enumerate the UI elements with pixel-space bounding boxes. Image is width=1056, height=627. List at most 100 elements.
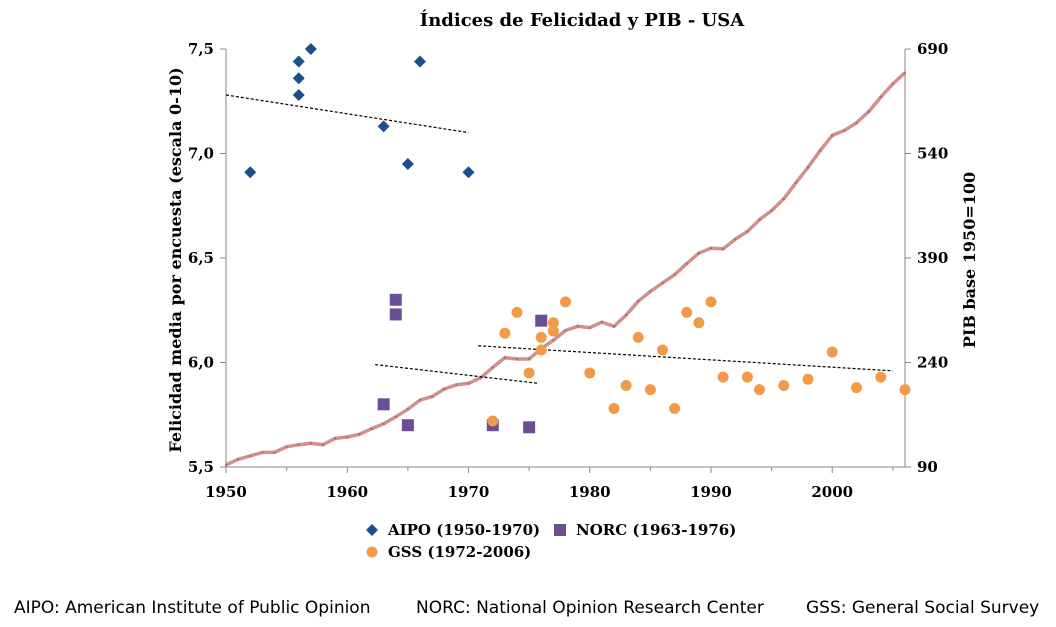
aipo-point bbox=[292, 55, 305, 68]
y2-axis-label: PIB base 1950=100 bbox=[960, 172, 979, 348]
axes: 1950 1960 1970 1980 1990 2000 5,5 6,0 6,5 7,0 7,5 9… bbox=[188, 40, 948, 501]
gss-point bbox=[669, 402, 681, 414]
legend-gss-marker bbox=[366, 546, 378, 558]
trendline bbox=[225, 94, 469, 134]
gdp-point bbox=[309, 442, 312, 445]
gss-point bbox=[681, 306, 693, 318]
aipo-point bbox=[414, 55, 426, 68]
gss-point bbox=[705, 296, 717, 308]
norc-point bbox=[377, 398, 390, 411]
gdp-point bbox=[443, 387, 446, 390]
gdp-point bbox=[831, 134, 834, 137]
gdp-point bbox=[394, 415, 397, 418]
legend: AIPO (1950-1970) NORC (1963-1976) GSS (197… bbox=[366, 521, 736, 561]
legend-norc-label: NORC (1963-1976) bbox=[576, 521, 736, 539]
aipo-point bbox=[244, 166, 257, 179]
gdp-point bbox=[685, 262, 688, 265]
gss-point bbox=[657, 344, 668, 356]
gdp-point bbox=[552, 339, 555, 342]
gss-point bbox=[535, 344, 547, 356]
gss-point bbox=[632, 331, 644, 343]
trendline bbox=[478, 345, 893, 372]
gdp-point bbox=[358, 433, 361, 436]
x-tick-label: 1970 bbox=[448, 483, 490, 501]
y2-tick-label: 690 bbox=[917, 40, 948, 58]
gdp-point bbox=[491, 366, 494, 369]
gdp-point bbox=[249, 454, 252, 457]
gdp-point bbox=[455, 383, 458, 386]
gdp-point bbox=[904, 71, 906, 74]
gdp-point bbox=[225, 463, 227, 466]
gdp-point bbox=[649, 290, 652, 293]
gdp-point bbox=[273, 451, 276, 454]
x-tick-label: 1960 bbox=[326, 483, 368, 501]
chart: Índices de Felicidad y PIB - USA Felicid… bbox=[166, 8, 979, 561]
aipo-point bbox=[377, 120, 390, 133]
gdp-point bbox=[576, 325, 579, 328]
gdp-point bbox=[528, 358, 531, 361]
gss-point bbox=[644, 384, 656, 396]
gdp-point bbox=[843, 129, 846, 132]
x-tick-label: 1950 bbox=[205, 483, 247, 501]
footnote-gss: GSS: General Social Survey bbox=[806, 598, 1040, 618]
y-tick-label: 7,5 bbox=[188, 40, 214, 58]
gss-point bbox=[560, 296, 571, 308]
gss-point bbox=[523, 367, 535, 379]
aipo-point bbox=[304, 43, 317, 55]
gss-point bbox=[875, 371, 887, 383]
gdp-point bbox=[855, 121, 858, 124]
norc-point bbox=[389, 308, 402, 321]
y-axis-label: Felicidad media por encuesta (escala 0-1… bbox=[166, 67, 185, 452]
gdp-point bbox=[564, 329, 567, 332]
x-tick-label: 2000 bbox=[811, 483, 853, 501]
gdp-line bbox=[225, 71, 907, 467]
gss-point bbox=[899, 384, 911, 396]
gdp-point bbox=[722, 247, 725, 250]
gss-point bbox=[535, 331, 547, 343]
gdp-series bbox=[225, 71, 907, 467]
gdp-point bbox=[322, 443, 324, 446]
gdp-point bbox=[807, 166, 809, 169]
trendline bbox=[375, 363, 539, 384]
gdp-point bbox=[758, 218, 761, 221]
gdp-point bbox=[819, 149, 822, 152]
aipo-point bbox=[292, 72, 305, 85]
gss-point bbox=[584, 367, 596, 379]
gdp-point bbox=[237, 458, 240, 461]
gdp-point bbox=[516, 358, 518, 361]
gdp-point bbox=[637, 300, 640, 303]
gdp-point bbox=[382, 422, 385, 425]
gss-point bbox=[826, 346, 838, 358]
gss-point bbox=[547, 317, 559, 329]
gdp-point bbox=[697, 252, 700, 255]
gdp-point bbox=[661, 282, 664, 285]
norc-point bbox=[535, 314, 548, 327]
gss-point bbox=[511, 306, 523, 318]
legend-aipo-label: AIPO (1950-1970) bbox=[387, 521, 540, 539]
gdp-point bbox=[770, 209, 773, 212]
gdp-point bbox=[406, 408, 409, 411]
trendlines bbox=[225, 94, 893, 384]
x-tick-label: 1980 bbox=[569, 483, 611, 501]
gdp-point bbox=[746, 230, 749, 233]
gdp-point bbox=[613, 325, 615, 328]
x-tick-label: 1990 bbox=[690, 483, 732, 501]
y-tick-label: 5,5 bbox=[188, 458, 214, 476]
gdp-point bbox=[285, 445, 288, 448]
gdp-point bbox=[710, 247, 712, 250]
y2-tick-label: 240 bbox=[917, 354, 948, 372]
gdp-point bbox=[879, 96, 882, 99]
gdp-point bbox=[479, 376, 482, 379]
gdp-point bbox=[588, 326, 591, 329]
y2-tick-label: 90 bbox=[917, 458, 938, 476]
data-points bbox=[244, 43, 911, 434]
norc-point bbox=[389, 293, 402, 306]
gdp-point bbox=[782, 197, 785, 200]
gdp-point bbox=[625, 314, 628, 317]
gdp-point bbox=[867, 110, 870, 113]
gdp-point bbox=[431, 395, 434, 398]
gss-point bbox=[802, 373, 814, 385]
y-tick-label: 6,0 bbox=[188, 354, 214, 372]
gdp-point bbox=[334, 437, 337, 440]
y2-tick-label: 390 bbox=[917, 249, 948, 267]
